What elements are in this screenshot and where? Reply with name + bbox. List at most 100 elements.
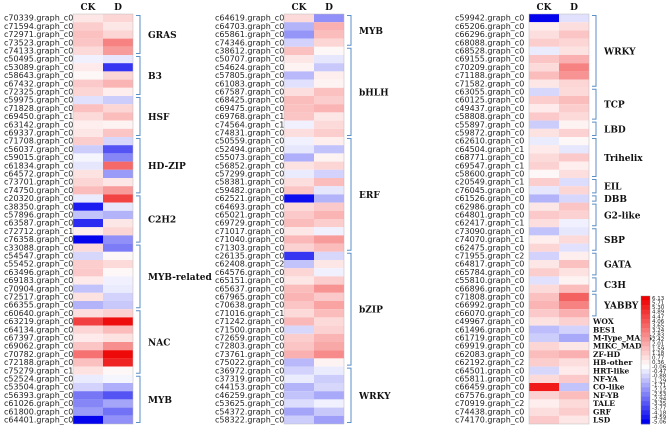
heat-cell-d xyxy=(314,46,344,55)
gene-label: c69183.graph_c0 xyxy=(4,276,73,285)
heat-cell-ck xyxy=(73,391,103,400)
family-bracket xyxy=(136,244,141,309)
heat-cell-ck xyxy=(284,87,314,96)
gene-label: c36972.graph_c0 xyxy=(215,366,284,375)
legend-tick-label: -2.94 xyxy=(652,397,667,403)
gene-label: c74438.graph_c0 xyxy=(455,407,524,416)
gene-label: c64501.graph_c0 xyxy=(455,366,524,375)
heat-cell-ck xyxy=(284,186,314,195)
family-label: bZIP xyxy=(359,306,383,316)
heat-cell-ck xyxy=(529,186,559,195)
family-label: YABBY xyxy=(603,302,639,312)
family-label: HB-other xyxy=(593,358,633,367)
heat-cell-ck xyxy=(529,87,559,96)
gene-label: c59482.graph_c0 xyxy=(215,186,284,195)
heat-cell-d xyxy=(314,415,344,424)
gene-label: c66992.graph_c0 xyxy=(455,301,524,310)
heat-cell-ck xyxy=(284,79,314,88)
heat-cell-ck xyxy=(284,169,314,178)
gene-label: c71955.graph_c2 xyxy=(455,252,524,261)
gene-label: c69155.graph_c0 xyxy=(455,55,524,64)
legend-tick-label: 1.18 xyxy=(652,351,665,357)
gene-label: c70339.graph_c0 xyxy=(4,14,73,23)
heat-cell-ck xyxy=(529,63,559,72)
heat-cell-d xyxy=(559,391,589,400)
heat-cell-ck xyxy=(284,415,314,424)
heat-cell-d xyxy=(559,153,589,162)
heat-cell-ck xyxy=(73,153,103,162)
family-label: WOX xyxy=(592,317,614,326)
family-bracket xyxy=(592,203,597,227)
gene-label: c72803.graph_c0 xyxy=(215,342,284,351)
gene-label: c69475.graph_c0 xyxy=(215,104,284,113)
heat-cell-d xyxy=(314,87,344,96)
legend-swatch xyxy=(641,373,650,379)
heat-cell-d xyxy=(314,14,344,23)
heat-cell-ck xyxy=(284,350,314,359)
heat-cell-ck xyxy=(73,235,103,244)
gene-label: c73761.graph_c0 xyxy=(215,350,284,359)
heat-cell-ck xyxy=(529,407,559,416)
heat-cell-d xyxy=(103,399,133,408)
heat-cell-d xyxy=(559,325,589,334)
gene-label: c69062.graph_c0 xyxy=(4,342,73,351)
heat-cell-d xyxy=(103,46,133,55)
heat-cell-ck xyxy=(284,210,314,219)
heat-cell-ck xyxy=(284,292,314,301)
heat-cell-ck xyxy=(73,325,103,334)
heat-cell-d xyxy=(559,194,589,203)
heat-cell-ck xyxy=(529,251,559,260)
heat-cell-d xyxy=(314,71,344,80)
gene-label: c66896.graph_c0 xyxy=(455,284,524,293)
gene-label: c66459.graph_c0 xyxy=(455,383,524,392)
heat-cell-ck xyxy=(284,325,314,334)
gene-label: c62192.graph_c2 xyxy=(455,358,524,367)
heat-cell-ck xyxy=(529,219,559,228)
gene-label: c53625.graph_c0 xyxy=(215,399,284,408)
legend-swatch xyxy=(641,414,650,420)
family-bracket xyxy=(592,88,597,120)
heat-cell-ck xyxy=(73,333,103,342)
heat-cell-ck xyxy=(73,55,103,64)
heat-cell-d xyxy=(559,63,589,72)
family-label: DBB xyxy=(604,195,627,205)
family-bracket xyxy=(592,252,597,276)
gene-label: c58381.graph_c0 xyxy=(215,178,284,187)
heat-cell-d xyxy=(559,128,589,137)
heat-cell-ck xyxy=(284,366,314,375)
gene-label: c62417.graph_c1 xyxy=(455,219,524,228)
heat-cell-d xyxy=(314,301,344,310)
gene-label: c64703.graph_c0 xyxy=(215,22,284,31)
heat-cell-ck xyxy=(73,268,103,277)
heat-cell-ck xyxy=(73,251,103,260)
legend-swatch xyxy=(641,300,650,306)
gene-label: c63496.graph_c0 xyxy=(4,268,73,277)
heat-cell-ck xyxy=(73,219,103,228)
heat-cell-d xyxy=(559,169,589,178)
heat-cell-d xyxy=(559,342,589,351)
legend-tick-label: 0.36 xyxy=(652,360,665,366)
heat-cell-d xyxy=(314,350,344,359)
heat-cell-ck xyxy=(284,260,314,269)
heat-cell-d xyxy=(103,350,133,359)
heat-cell-ck xyxy=(73,87,103,96)
heat-cell-ck xyxy=(529,350,559,359)
legend-swatch xyxy=(641,309,650,315)
heat-cell-d xyxy=(314,235,344,244)
heat-cell-ck xyxy=(73,128,103,137)
heat-cell-ck xyxy=(73,399,103,408)
gene-label: c58322.graph_c0 xyxy=(215,416,284,425)
gene-label: c38350.graph_c0 xyxy=(4,202,73,211)
heat-cell-d xyxy=(314,30,344,39)
family-bracket xyxy=(136,15,141,54)
heat-cell-d xyxy=(559,284,589,293)
heat-cell-d xyxy=(559,309,589,318)
legend-swatch xyxy=(641,355,650,361)
heat-cell-d xyxy=(103,268,133,277)
gene-label: c67587.graph_c0 xyxy=(215,88,284,97)
heat-cell-d xyxy=(103,391,133,400)
column-header-ck: CK xyxy=(292,3,308,13)
heat-cell-d xyxy=(103,325,133,334)
gene-label: c38612.graph_c0 xyxy=(215,47,284,56)
